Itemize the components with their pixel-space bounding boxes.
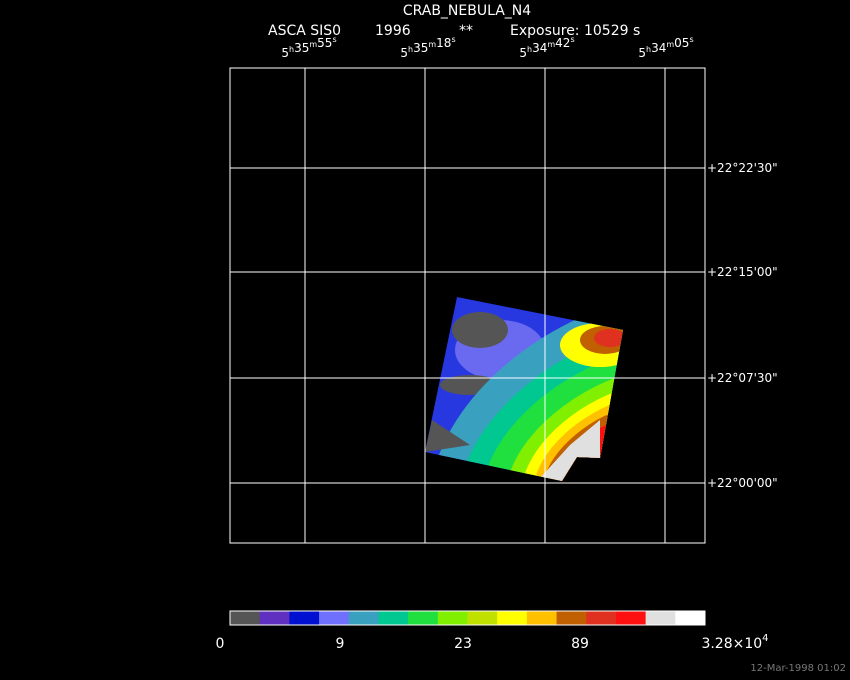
ra-value: 34 bbox=[651, 41, 666, 55]
colorbar-label: 0 bbox=[216, 636, 225, 652]
ra-value: 5 bbox=[400, 46, 408, 60]
dec-label: +22°22'30" bbox=[707, 161, 778, 175]
ra-value: 34 bbox=[532, 41, 547, 55]
colorbar-label: 23 bbox=[454, 636, 472, 652]
ra-value: 55 bbox=[317, 36, 332, 50]
ra-value: 5 bbox=[638, 46, 646, 60]
colorbar-segment bbox=[675, 611, 706, 625]
date: 12-Mar-1998 01:02 bbox=[750, 663, 846, 674]
colorbar-segment bbox=[556, 611, 587, 625]
ra-label: 5h34m42s bbox=[519, 35, 574, 60]
dec-label: +22°07'30" bbox=[707, 371, 778, 385]
ra-value: 5 bbox=[281, 46, 289, 60]
colorbar-segment bbox=[348, 611, 379, 625]
colorbar-segment bbox=[467, 611, 498, 625]
colorbar-segment bbox=[437, 611, 468, 625]
ra-unit: h bbox=[408, 45, 413, 54]
ra-value: 42 bbox=[555, 36, 570, 50]
colorbar-segment bbox=[289, 611, 320, 625]
ra-unit: s bbox=[451, 35, 455, 44]
ra-unit: s bbox=[332, 35, 336, 44]
ra-unit: m bbox=[666, 40, 674, 49]
ra-value: 5 bbox=[519, 46, 527, 60]
ra-unit: h bbox=[289, 45, 294, 54]
plot-frame bbox=[229, 67, 706, 544]
ra-label: 5h35m18s bbox=[400, 35, 455, 60]
ra-unit: m bbox=[428, 40, 436, 49]
colorbar-segment bbox=[526, 611, 558, 625]
instrument: ASCA SIS0 bbox=[268, 23, 341, 39]
ra-unit: s bbox=[689, 35, 693, 44]
colorbar-frame bbox=[229, 610, 706, 626]
ra-value: 35 bbox=[413, 41, 428, 55]
colorbar-segment bbox=[645, 611, 676, 625]
ra-value: 18 bbox=[436, 36, 451, 50]
exposure: Exposure: 10529 s bbox=[510, 23, 640, 39]
colorbar-max-label: 3.28×104 bbox=[701, 633, 768, 652]
ra-label: 5h34m05s bbox=[638, 35, 693, 60]
exponent: 4 bbox=[762, 633, 768, 644]
colorbar-label: 89 bbox=[571, 636, 589, 652]
dec-label: +22°00'00" bbox=[707, 476, 778, 490]
ra-unit: m bbox=[309, 40, 317, 49]
colorbar-segment bbox=[319, 611, 350, 625]
dec-label: +22°15'00" bbox=[707, 265, 778, 279]
ra-unit: h bbox=[527, 45, 532, 54]
ra-unit: s bbox=[570, 35, 574, 44]
mantissa: 3.28×10 bbox=[701, 636, 762, 652]
colorbar-segment bbox=[408, 611, 439, 625]
colorbar-label: 9 bbox=[336, 636, 345, 652]
title: CRAB_NEBULA_N4 bbox=[403, 3, 531, 19]
colorbar-segment bbox=[259, 611, 290, 625]
colorbar-segment bbox=[230, 611, 261, 625]
colorbar-segment bbox=[586, 611, 617, 625]
ra-label: 5h35m55s bbox=[281, 35, 336, 60]
count-image bbox=[425, 297, 623, 481]
ra-value: 35 bbox=[294, 41, 309, 55]
colorbar-segment bbox=[378, 611, 409, 625]
colorbar-segment bbox=[615, 611, 647, 625]
year: 1996 bbox=[375, 23, 411, 39]
marker: ** bbox=[459, 23, 473, 39]
ra-unit: m bbox=[547, 40, 555, 49]
coordinate-grid bbox=[230, 68, 705, 543]
ra-value: 05 bbox=[674, 36, 689, 50]
colorbar-segment bbox=[497, 611, 528, 625]
ra-unit: h bbox=[646, 45, 651, 54]
